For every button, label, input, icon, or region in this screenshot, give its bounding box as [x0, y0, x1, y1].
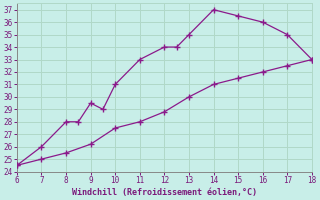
- X-axis label: Windchill (Refroidissement éolien,°C): Windchill (Refroidissement éolien,°C): [72, 188, 257, 197]
